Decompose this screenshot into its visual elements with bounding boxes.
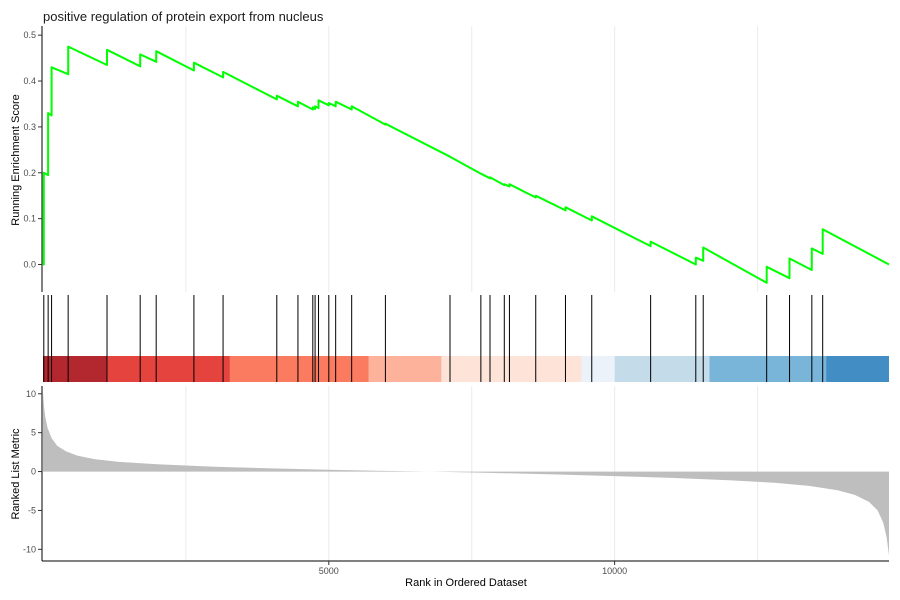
rank-color-band [43, 356, 108, 382]
hits-panel [43, 295, 889, 382]
chart-title: positive regulation of protein export fr… [43, 9, 324, 24]
ranked-y-tick-label: 5 [31, 428, 36, 438]
enrichment-panel: 0.0 0.1 0.2 0.3 0.4 0.5 Running Enrichment Sc… [10, 26, 890, 292]
enrichment-y-tick-label: 0.4 [23, 76, 36, 86]
ranked-y-tick-label: -5 [28, 505, 36, 515]
rank-color-band [826, 356, 889, 382]
rank-color-band [441, 356, 582, 382]
ranked-metric-area [43, 392, 889, 556]
ranked-y-tick-label: -10 [23, 544, 36, 554]
rank-color-bands [43, 356, 889, 382]
enrichment-y-tick-label: 0.0 [23, 259, 36, 269]
ranked-y-tick-label: 0 [31, 467, 36, 477]
ranked-metric-panel: 10 5 0 -5 -10 5000 10000 Ranked List Metric R… [10, 386, 889, 589]
rank-color-band [709, 356, 827, 382]
rank-color-band [107, 356, 230, 382]
enrichment-y-axis-title: Running Enrichment Score [10, 94, 22, 225]
gene-hit-marks [43, 295, 824, 382]
enrichment-y-ticks: 0.0 0.1 0.2 0.3 0.4 0.5 [23, 30, 42, 269]
x-axis-title: Rank in Ordered Dataset [405, 577, 527, 589]
enrichment-y-tick-label: 0.3 [23, 122, 36, 132]
rank-color-band [614, 356, 710, 382]
enrichment-y-tick-label: 0.1 [23, 214, 36, 224]
rank-color-band [581, 356, 615, 382]
x-axis-tick-label: 5000 [319, 566, 339, 576]
enrichment-y-tick-label: 0.5 [23, 30, 36, 40]
rank-color-band [229, 356, 369, 382]
enrichment-gridlines [185, 26, 759, 292]
ranked-y-ticks: 10 5 0 -5 -10 [23, 389, 42, 554]
ranked-y-axis-title: Ranked List Metric [10, 428, 22, 520]
rank-color-band [368, 356, 442, 382]
ranked-y-tick-label: 10 [26, 389, 36, 399]
running-enrichment-score-line [42, 45, 890, 284]
x-axis-tick-label: 10000 [602, 566, 627, 576]
x-axis-ticks: 5000 10000 [319, 561, 627, 576]
enrichment-y-tick-label: 0.2 [23, 168, 36, 178]
